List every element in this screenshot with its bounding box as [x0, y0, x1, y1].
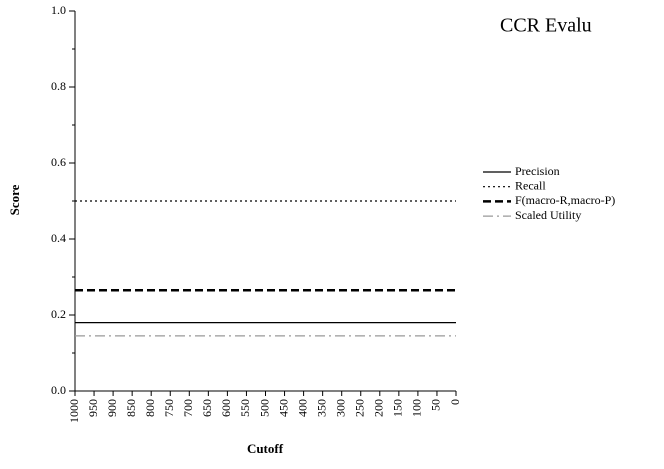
y-tick-label: 1.0 [51, 3, 66, 17]
x-tick-label: 1000 [67, 399, 81, 423]
legend-label: Precision [515, 164, 560, 178]
y-tick-label: 0.8 [51, 79, 66, 93]
x-tick-label: 300 [333, 399, 347, 417]
y-tick-label: 0.4 [51, 231, 66, 245]
x-tick-label: 50 [429, 399, 443, 411]
x-tick-label: 250 [353, 399, 367, 417]
x-tick-label: 900 [105, 399, 119, 417]
x-tick-label: 800 [143, 399, 157, 417]
x-tick-label: 850 [124, 399, 138, 417]
x-tick-label: 700 [181, 399, 195, 417]
x-tick-label: 450 [276, 399, 290, 417]
x-tick-label: 150 [391, 399, 405, 417]
legend-label: Scaled Utility [515, 208, 581, 222]
y-tick-label: 0.0 [51, 383, 66, 397]
legend-label: Recall [515, 178, 546, 192]
x-tick-label: 600 [219, 399, 233, 417]
x-tick-label: 950 [86, 399, 100, 417]
x-tick-label: 400 [295, 399, 309, 417]
x-tick-label: 750 [162, 399, 176, 417]
x-tick-label: 650 [200, 399, 214, 417]
legend-label: F(macro-R,macro-P) [515, 193, 615, 207]
x-tick-label: 0 [448, 399, 462, 405]
x-tick-label: 200 [372, 399, 386, 417]
x-tick-label: 100 [410, 399, 424, 417]
chart-title: CCR Evalu [500, 15, 592, 37]
y-tick-label: 0.2 [51, 307, 66, 321]
x-axis-label: Cutoff [247, 441, 284, 456]
x-tick-label: 500 [257, 399, 271, 417]
x-tick-label: 550 [238, 399, 252, 417]
y-axis-label: Score [7, 184, 22, 215]
x-tick-label: 350 [314, 399, 328, 417]
y-tick-label: 0.6 [51, 155, 66, 169]
